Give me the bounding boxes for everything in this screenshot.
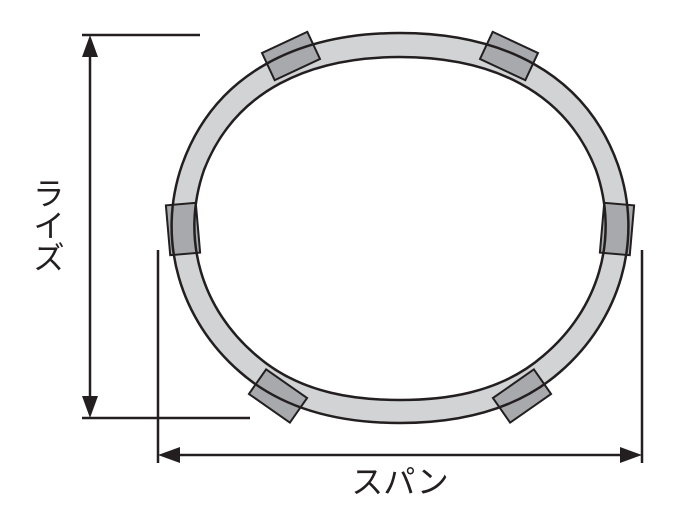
tunnel-lining-ring	[172, 33, 629, 423]
tunnel-inner-outline	[194, 57, 605, 400]
span-label: スパン	[351, 464, 449, 500]
dimension-rise	[82, 35, 250, 418]
segment-joint	[262, 32, 320, 80]
tunnel-cross-section-diagram: ライズ スパン	[0, 0, 684, 505]
segment-joint	[480, 32, 538, 80]
rise-label: ライズ	[29, 177, 65, 273]
